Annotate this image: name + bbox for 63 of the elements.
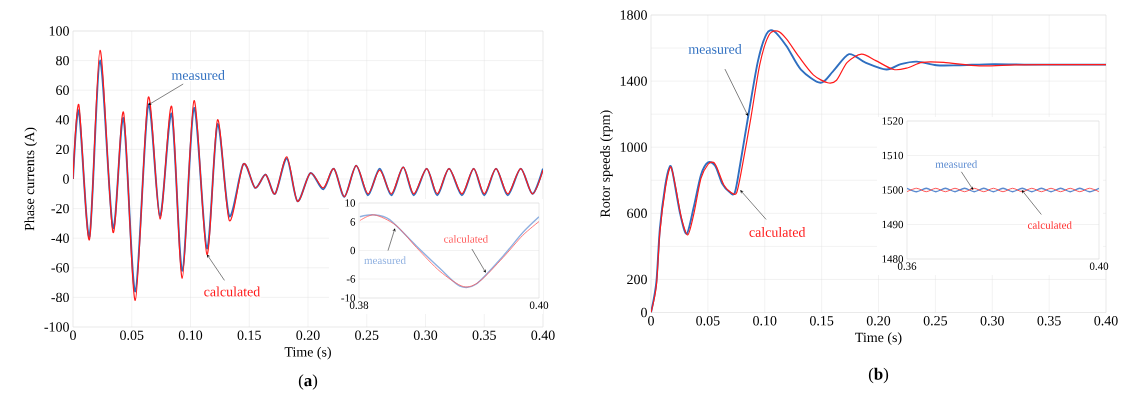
x-tick-label: 0.20 <box>296 330 320 340</box>
y-tick-label: 1510 <box>882 151 904 160</box>
text: (a) <box>298 374 318 390</box>
y-tick-label: -100 <box>44 322 69 332</box>
annotation: measured <box>935 160 978 168</box>
x-tick-label: 0.05 <box>696 316 720 326</box>
y-tick-label: 80 <box>56 55 69 66</box>
y-tick-label: 6 <box>350 218 356 226</box>
y-tick-label: 1800 <box>620 10 647 20</box>
annotation: measured <box>688 44 742 54</box>
x-tick-label: 0.40 <box>1089 262 1109 270</box>
x-tick-label: 0.35 <box>1037 316 1061 326</box>
x-tick-label: 0.15 <box>809 316 834 326</box>
x-tick-label: 0.40 <box>531 330 555 340</box>
x-tick-label: 0.20 <box>866 316 891 326</box>
y-tick-label: 1500 <box>882 186 904 194</box>
y-tick-label: 600 <box>627 208 647 219</box>
x-tick-label: 0.30 <box>980 316 1004 326</box>
x-tick-label: 0.15 <box>237 330 261 340</box>
x-tick-label: 0.36 <box>897 262 917 270</box>
y-tick-label: 10 <box>345 199 356 207</box>
y-tick-label: 20 <box>56 144 69 155</box>
y-tick-label: 0 <box>350 246 356 255</box>
y-tick-label: -6 <box>346 275 356 283</box>
x-tick-label: 0.40 <box>529 301 549 309</box>
x-tick-label: 0 <box>648 316 654 326</box>
annotation: measured <box>364 256 406 265</box>
annotation: calculated <box>749 227 806 237</box>
line-series <box>651 30 1107 313</box>
x-axis-title: Time (s) <box>284 346 331 360</box>
y-tick-label: 40 <box>55 115 69 125</box>
y-tick-label: -10 <box>341 294 356 302</box>
x-tick-label: 0.05 <box>120 330 144 340</box>
y-axis-title: Phase currents (A) <box>24 127 38 231</box>
x-tick-label: 0.40 <box>1094 316 1118 326</box>
x-tick-label: 0.35 <box>472 330 496 340</box>
y-tick-label: 200 <box>627 274 647 285</box>
x-axis-title: Time (s) <box>855 332 902 345</box>
x-tick-label: 0.25 <box>923 316 948 326</box>
x-tick-label: 0.10 <box>753 316 777 326</box>
annotation: measured <box>171 70 225 80</box>
x-tick-label: 0.10 <box>178 330 203 340</box>
y-tick-label: 0 <box>63 174 69 184</box>
x-tick-label: 0.30 <box>413 330 438 340</box>
y-axis-title: Rotor speeds (rpm) <box>600 110 613 218</box>
y-tick-label: 1480 <box>882 255 904 263</box>
annotation: calculated <box>1027 221 1072 229</box>
y-tick-label: -20 <box>51 203 69 214</box>
y-tick-label: -40 <box>51 233 69 243</box>
x-tick-label: 0 <box>70 330 76 340</box>
y-tick-label: 60 <box>56 85 69 95</box>
y-tick-label: -60 <box>51 263 69 273</box>
text: (b) <box>868 367 889 384</box>
y-tick-label: 1000 <box>620 142 647 152</box>
annotation: calculated <box>444 234 488 243</box>
y-tick-label: 100 <box>49 26 69 36</box>
y-tick-label: -80 <box>51 292 69 303</box>
y-tick-label: 1520 <box>882 117 904 125</box>
annotation: calculated <box>204 286 261 297</box>
y-tick-label: 1400 <box>620 76 647 86</box>
y-tick-label: 1490 <box>882 220 904 229</box>
x-tick-label: 0.25 <box>355 330 379 340</box>
x-tick-label: 0.38 <box>349 301 369 309</box>
